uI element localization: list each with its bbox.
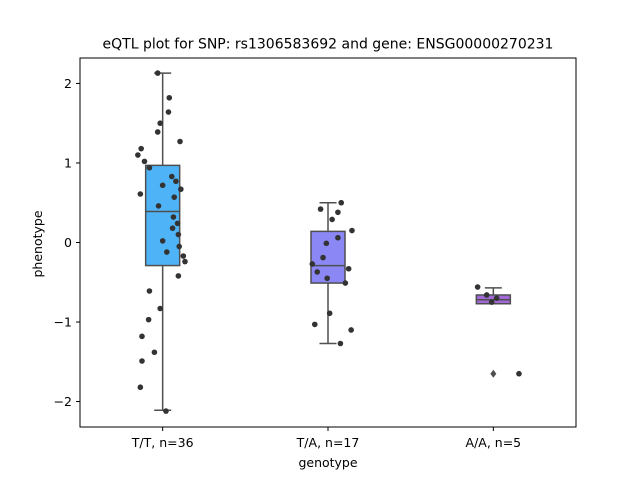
data-point: [335, 234, 341, 241]
x-tick-label: A/A, n=5: [466, 435, 522, 450]
data-point: [164, 249, 170, 255]
data-point: [176, 243, 182, 250]
data-point: [137, 384, 144, 391]
data-point: [323, 240, 330, 247]
data-point: [155, 203, 162, 209]
data-point: [342, 280, 349, 286]
data-point: [311, 321, 318, 328]
data-point: [170, 214, 177, 220]
data-point: [137, 191, 144, 197]
data-point: [151, 349, 158, 356]
data-point: [141, 158, 148, 165]
plot-area: [79, 57, 577, 428]
data-point: [175, 273, 182, 279]
data-point: [314, 269, 321, 275]
data-point: [157, 305, 163, 312]
x-tick-label: T/T, n=36: [131, 435, 194, 450]
data-point: [178, 186, 184, 193]
data-point: [182, 258, 188, 265]
data-point: [173, 178, 179, 185]
data-point: [139, 358, 145, 364]
data-point: [163, 408, 169, 414]
data-point: [174, 220, 181, 227]
data-point: [474, 284, 481, 290]
data-point: [338, 199, 345, 206]
y-tick-label: 2: [64, 76, 72, 91]
data-point: [159, 182, 166, 189]
data-point: [146, 164, 153, 171]
data-point: [177, 138, 183, 145]
data-point: [349, 227, 355, 234]
data-point: [337, 340, 344, 347]
data-point: [175, 231, 182, 238]
x-tick-label: T/A, n=17: [296, 435, 360, 450]
y-tick-label: 0: [64, 235, 72, 250]
data-point: [154, 70, 161, 76]
data-point: [317, 206, 324, 212]
y-axis-ticks: −2 −1 0 1 2: [54, 76, 80, 409]
data-point: [145, 316, 152, 323]
data-point: [165, 109, 172, 115]
y-tick-label: 1: [64, 155, 72, 170]
data-point: [335, 209, 341, 216]
data-point: [329, 216, 335, 223]
data-point: [326, 310, 333, 317]
data-point: [166, 94, 173, 101]
data-point: [180, 253, 187, 259]
data-point: [348, 327, 354, 333]
y-tick-label: −2: [54, 394, 72, 409]
chart-title: eQTL plot for SNP: rs1306583692 and gene…: [103, 37, 554, 53]
data-point: [493, 295, 500, 301]
data-point: [159, 238, 166, 244]
data-point: [139, 333, 145, 340]
data-point: [516, 370, 522, 377]
outlier-marker: [490, 369, 497, 378]
data-point: [157, 120, 163, 127]
data-point: [309, 261, 316, 267]
data-point: [168, 173, 175, 180]
data-point: [483, 292, 490, 298]
data-point: [488, 299, 495, 305]
data-point: [320, 254, 326, 261]
data-point: [154, 129, 161, 135]
x-axis-label: genotype: [298, 455, 357, 470]
data-point: [171, 194, 178, 200]
data-point: [135, 152, 141, 158]
data-point: [324, 275, 330, 282]
y-axis-label: phenotype: [30, 210, 45, 277]
y-tick-label: −1: [54, 315, 72, 330]
x-axis-ticks: T/T, n=36 T/A, n=17 A/A, n=5: [131, 427, 521, 450]
data-point: [138, 145, 144, 152]
data-point: [345, 265, 352, 272]
data-point: [169, 225, 176, 231]
data-point: [146, 288, 153, 294]
